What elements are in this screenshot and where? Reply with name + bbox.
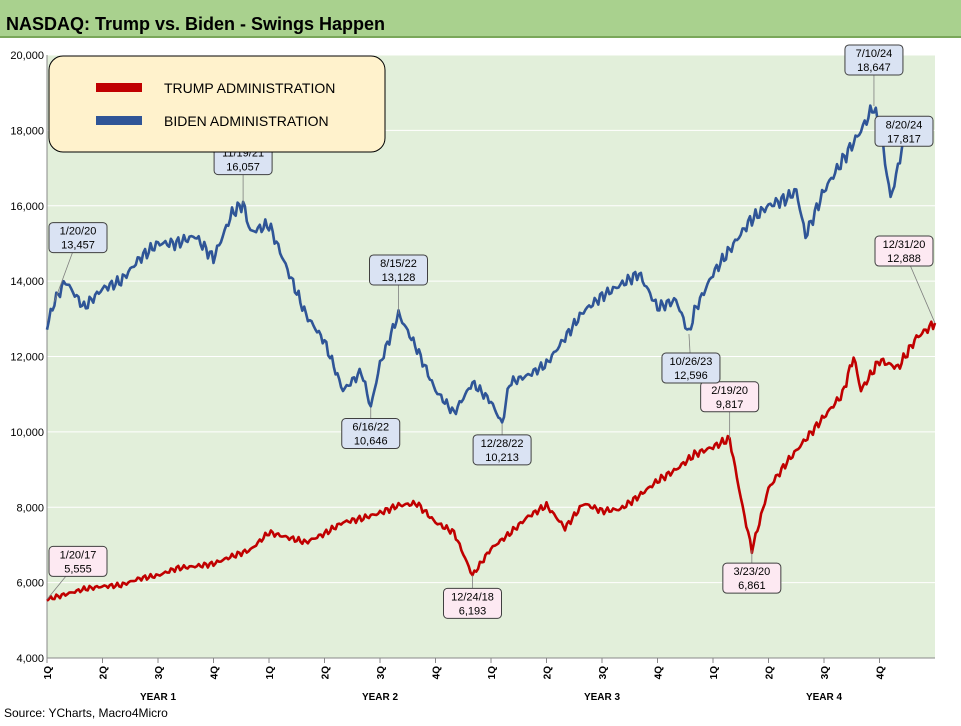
point-label-biden: 10/26/23 12,596 [661,352,721,384]
label-value: 17,817 [887,133,921,145]
point-label-biden: 8/20/24 17,817 [874,115,934,147]
label-value: 13,457 [61,240,95,252]
label-box [369,254,428,286]
year-label: YEAR 2 [362,692,399,703]
point-label-biden: 12/28/22 10,213 [472,434,532,466]
x-tick-label: 2Q [99,666,110,680]
label-box [722,562,782,594]
series-line-trump [46,320,937,602]
nasdaq-chart: 4,000 6,000 8,000 10,000 12,000 14,000 16,000 1… [10,44,937,703]
label-value: 18,647 [857,62,891,74]
label-box [48,545,108,577]
label-date: 12/24/18 [451,591,494,603]
label-value: 6,193 [459,605,487,617]
x-axis-ticks: 1Q 2Q 3Q 4Q 1Q 2Q 3Q 4Q 1Q 2Q 3Q 4Q 1Q 2Q 3Q 4Q [43,658,887,679]
year-label: YEAR 1 [140,692,177,703]
label-box [661,352,721,384]
label-date: 10/26/23 [670,356,713,368]
label-date: 1/20/17 [60,549,97,561]
label-date: 12/28/22 [481,438,524,450]
legend-box [48,55,386,153]
x-tick-label: 3Q [376,666,387,680]
year-labels: YEAR 1 YEAR 2 YEAR 3 YEAR 4 [140,692,843,703]
y-tick-label: 14,000 [10,276,44,288]
x-tick-label: 3Q [820,666,831,680]
point-label-trump: 12/24/18 6,193 [443,587,502,619]
label-date: 8/20/24 [886,119,923,131]
series-lines [45,104,937,602]
x-tick-label: 2Q [765,666,776,680]
label-box [472,434,532,466]
point-label-biden: 6/16/22 10,646 [341,418,401,450]
label-box [700,381,760,413]
label-date: 1/20/20 [60,226,97,238]
label-date: 8/15/22 [380,258,417,270]
y-axis-ticks: 4,000 6,000 8,000 10,000 12,000 14,000 16,000 1… [10,50,935,665]
x-tick-label: 4Q [654,666,665,680]
chart-title: NASDAQ: Trump vs. Biden - Swings Happen [6,14,386,34]
point-label-biden: 8/15/22 13,128 [369,254,428,286]
x-tick-label: 4Q [876,666,887,680]
label-date: 3/23/20 [733,566,770,578]
label-date: 6/16/22 [352,422,389,434]
label-box [48,222,108,254]
label-value: 5,555 [64,563,92,575]
label-value: 12,888 [887,253,921,265]
y-tick-label: 18,000 [10,125,44,137]
x-tick-label: 3Q [598,666,609,680]
point-label-trump: 2/19/20 9,817 [700,381,760,413]
label-box [874,115,934,147]
series-line-biden [45,104,905,424]
source-note: Source: YCharts, Macro4Micro [4,706,168,720]
point-label-trump: 12/31/20 12,888 [874,235,934,267]
y-tick-label: 4,000 [16,653,44,665]
point-label-trump: 3/23/20 6,861 [722,562,782,594]
y-tick-label: 12,000 [10,352,44,364]
legend-swatch-trump [96,83,142,92]
y-tick-label: 10,000 [10,427,44,439]
legend: TRUMP ADMINISTRATION BIDEN ADMINISTRATION [48,55,386,153]
x-tick-label: 1Q [709,666,720,680]
legend-label-biden: BIDEN ADMINISTRATION [164,113,329,129]
title-bar: NASDAQ: Trump vs. Biden - Swings Happen [0,0,961,38]
label-value: 10,213 [485,452,519,464]
x-tick-label: 4Q [432,666,443,680]
label-value: 6,861 [738,580,766,592]
x-tick-label: 1Q [487,666,498,680]
x-tick-label: 2Q [543,666,554,680]
label-value: 16,057 [226,162,260,174]
year-label: YEAR 4 [806,692,843,703]
point-labels: 1/20/17 5,555 12/24/18 6,193 2/19/20 9,817 3/2… [48,44,934,619]
label-box [443,587,502,619]
legend-swatch-biden [96,116,142,125]
point-label-biden: 1/20/20 13,457 [48,222,108,254]
label-value: 12,596 [674,370,708,382]
label-value: 10,646 [354,436,388,448]
x-tick-label: 4Q [210,666,221,680]
label-box [341,418,401,450]
label-box [844,44,904,76]
x-tick-label: 2Q [321,666,332,680]
x-tick-label: 3Q [154,666,165,680]
label-date: 2/19/20 [711,385,748,397]
x-tick-label: 1Q [265,666,276,680]
point-label-trump: 1/20/17 5,555 [48,545,108,577]
label-box [874,235,934,267]
legend-label-trump: TRUMP ADMINISTRATION [164,80,335,96]
y-tick-label: 6,000 [16,578,44,590]
y-tick-label: 16,000 [10,201,44,213]
label-value: 13,128 [382,272,416,284]
point-label-biden: 7/10/24 18,647 [844,44,904,76]
label-value: 9,817 [716,399,744,411]
label-date: 12/31/20 [883,239,926,251]
label-date: 7/10/24 [856,48,893,60]
y-tick-label: 8,000 [16,502,44,514]
y-tick-label: 20,000 [10,50,44,62]
year-label: YEAR 3 [584,692,621,703]
x-tick-label: 1Q [43,666,54,680]
